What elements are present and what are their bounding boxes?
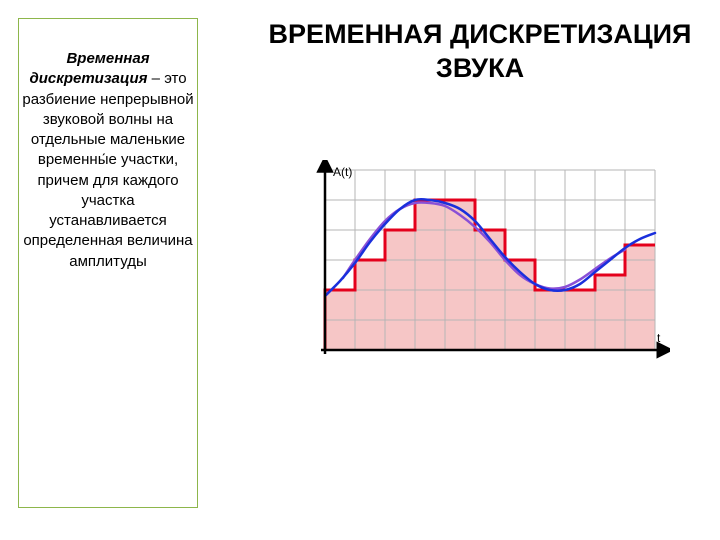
svg-text:A(t): A(t) (333, 165, 352, 179)
slide-title: ВРЕМЕННАЯ ДИСКРЕТИЗАЦИЯ ЗВУКА (260, 18, 700, 86)
definition-term: Временная дискретизация (29, 50, 149, 87)
sidebar-definition-box: Временная дискретизация – это разбиение … (18, 18, 198, 508)
discretization-chart: A(t) t (300, 160, 670, 380)
chart-svg: A(t) t (300, 160, 670, 380)
svg-text:t: t (657, 331, 661, 345)
definition-text: Временная дискретизация – это разбиение … (21, 49, 195, 272)
definition-body: – это разбиение непрерывной звуковой вол… (22, 70, 193, 269)
